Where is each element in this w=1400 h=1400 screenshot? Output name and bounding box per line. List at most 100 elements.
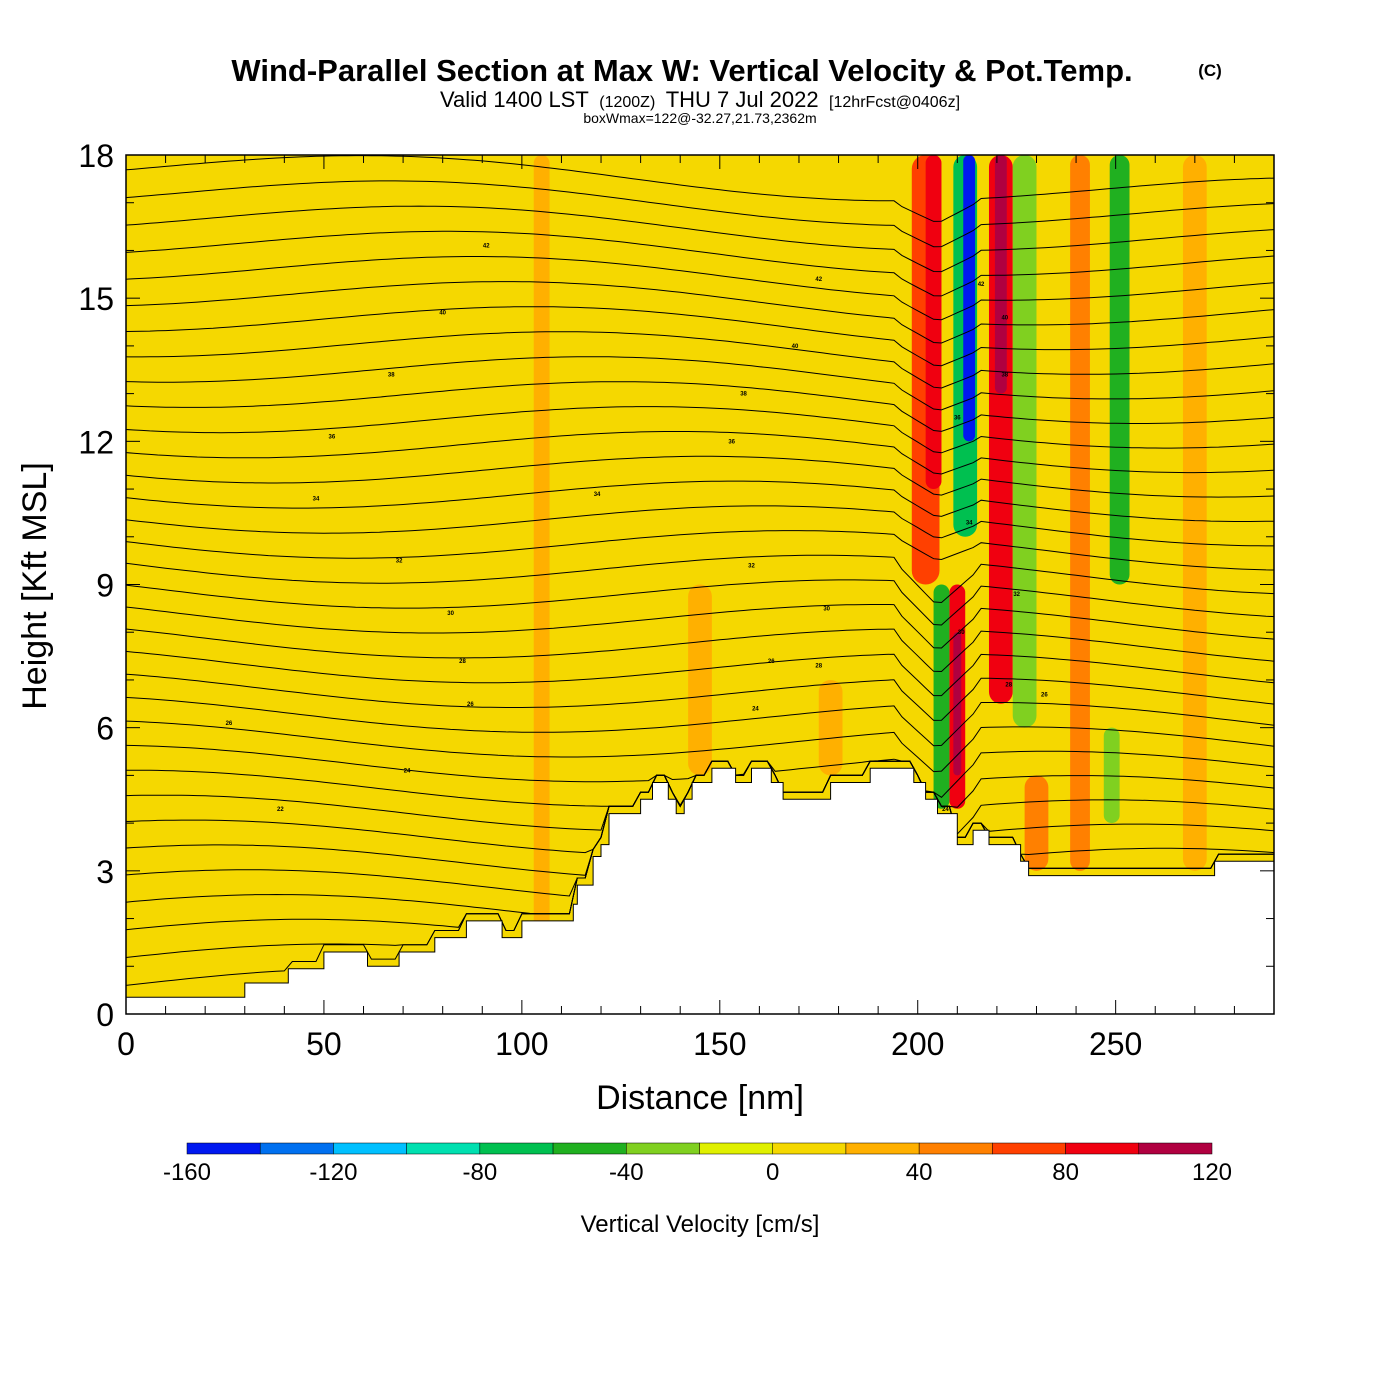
velocity-band	[933, 584, 950, 809]
colorbar-title: Vertical Velocity [cm/s]	[581, 1211, 820, 1238]
velocity-band	[1024, 775, 1049, 871]
terrain	[126, 767, 1274, 1014]
copyright-mark: (C)	[1198, 61, 1222, 80]
colorbar-swatch	[918, 1142, 993, 1155]
valid-time: Valid 1400 LST	[440, 87, 589, 112]
contour-label: 30	[823, 606, 830, 612]
contour-label: 24	[942, 807, 949, 813]
contour-label: 40	[1001, 315, 1008, 321]
colorbar-swatch	[626, 1142, 700, 1155]
x-tick-label: 50	[306, 1026, 342, 1062]
velocity-band	[1109, 155, 1130, 585]
contour-label: 38	[388, 373, 395, 379]
box-wmax: boxWmax=122@-32.27,21.73,2362m	[583, 110, 816, 126]
colorbar-swatch	[1065, 1142, 1140, 1155]
theta-contour	[126, 554, 1274, 604]
velocity-band	[963, 155, 976, 442]
velocity-band	[994, 155, 1007, 394]
contour-label: 32	[396, 559, 403, 565]
y-tick-label: 6	[96, 711, 114, 747]
velocity-band	[1182, 155, 1207, 871]
contour-label: 32	[748, 563, 755, 569]
theta-contour	[126, 744, 1274, 798]
velocity-band	[925, 155, 942, 490]
theta-contour	[126, 155, 1274, 222]
colorbar-swatch	[406, 1142, 481, 1155]
theta-contour	[126, 180, 1274, 248]
plot-field: 42 40 38 36 34 32 30 28 26 26 24 22 42 40 38 36 34 32 30 28…	[126, 155, 1274, 1014]
colorbar-swatch	[772, 1142, 847, 1155]
contour-label: 28	[815, 664, 822, 670]
x-tick-label: 0	[117, 1026, 135, 1062]
theta-contour	[126, 356, 1274, 411]
colorbar-swatch	[479, 1142, 554, 1155]
contour-label: 30	[958, 630, 965, 636]
theta-contour	[126, 696, 1274, 747]
colorbar-swatch	[845, 1142, 920, 1155]
theta-contour	[126, 406, 1274, 454]
x-tick-label: 150	[693, 1026, 746, 1062]
theta-contour	[126, 673, 1274, 721]
theta-contours	[126, 155, 1274, 986]
contour-label: 36	[728, 439, 735, 445]
contour-label: 26	[226, 721, 233, 727]
contour-label: 26	[1041, 692, 1048, 698]
contour-label: 36	[329, 435, 336, 441]
theta-contour	[126, 628, 1274, 673]
contour-label: 32	[1013, 592, 1020, 598]
colorbar-label: -40	[609, 1159, 644, 1186]
velocity-features	[533, 155, 1207, 995]
colorbar-swatch	[1138, 1142, 1213, 1155]
theta-contour	[126, 650, 1274, 697]
y-tick-label: 0	[96, 997, 114, 1033]
theta-contour	[126, 505, 1274, 547]
contour-labels: 42 40 38 36 34 32 30 28 26 26 24 22 42 40 38 36 34 32 30 28…	[226, 244, 1049, 813]
contour-label: 26	[467, 702, 474, 708]
contour-label: 42	[978, 282, 985, 288]
colorbar-label: 120	[1192, 1159, 1232, 1186]
contour-label: 24	[404, 769, 411, 775]
velocity-band	[818, 679, 843, 776]
y-tick-label: 9	[96, 568, 114, 604]
chart-title: Wind-Parallel Section at Max W: Vertical…	[231, 53, 1132, 88]
velocity-band	[1070, 155, 1090, 871]
velocity-band	[953, 632, 962, 776]
y-tick-label: 12	[78, 424, 114, 460]
contour-label: 24	[752, 707, 759, 713]
contour-label: 34	[966, 520, 973, 526]
theta-contour	[126, 205, 1274, 273]
theta-contour	[126, 381, 1274, 432]
contour-label: 42	[483, 244, 490, 250]
colorbar-swatch	[699, 1142, 773, 1155]
colorbar-label: 80	[1052, 1159, 1079, 1186]
colorbar: -160 -120 -80 -40 0 40 80 120	[163, 1142, 1232, 1186]
theta-contour	[126, 306, 1274, 367]
theta-contour	[126, 604, 1274, 649]
colorbar-label: 0	[766, 1159, 779, 1186]
theta-contour	[126, 230, 1274, 297]
contour-label: 34	[594, 492, 601, 498]
contour-label: 40	[792, 344, 799, 350]
contour-label: 28	[1005, 683, 1012, 689]
theta-contour	[126, 530, 1274, 571]
contour-label: 36	[954, 415, 961, 421]
colorbar-label: 40	[906, 1159, 933, 1186]
contour-label: 28	[459, 659, 466, 665]
theta-contour	[126, 455, 1274, 498]
y-axis-title: Height [Kft MSL]	[16, 462, 54, 710]
colorbar-swatch	[333, 1142, 407, 1155]
valid-date: THU 7 Jul 2022	[666, 87, 819, 112]
theta-contour	[126, 256, 1274, 321]
velocity-band	[688, 584, 712, 776]
colorbar-swatch	[186, 1142, 261, 1155]
colorbar-label: -80	[463, 1159, 498, 1186]
theta-contour	[126, 480, 1274, 522]
x-tick-label: 200	[891, 1026, 944, 1062]
colorbar-swatch	[552, 1142, 627, 1155]
contour-label: 34	[313, 497, 320, 503]
contour-label: 26	[768, 659, 775, 665]
theta-contour	[126, 579, 1274, 626]
theta-contour	[126, 281, 1274, 344]
